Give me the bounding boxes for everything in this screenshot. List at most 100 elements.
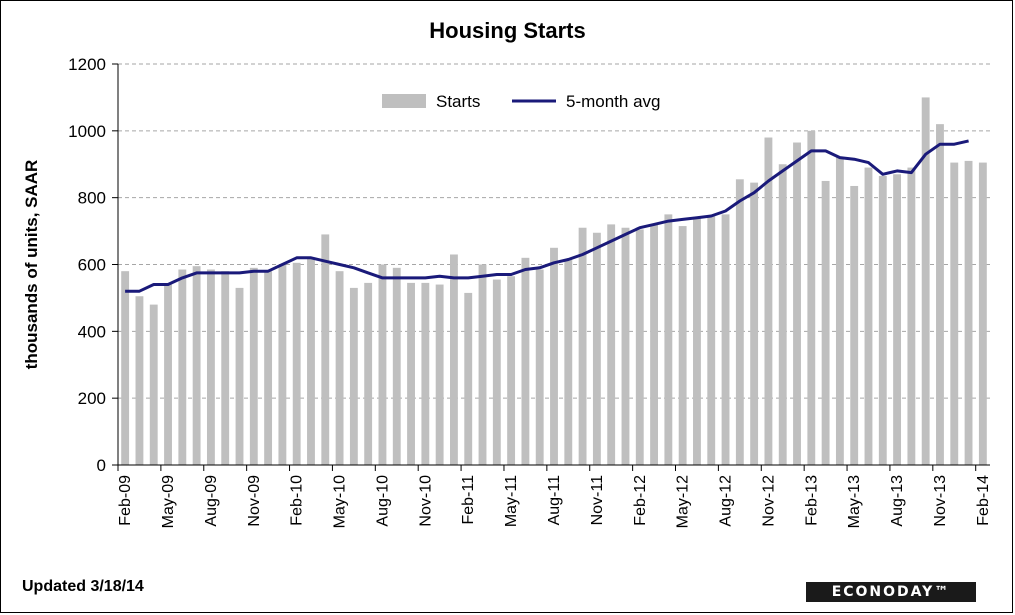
bar-Sep-13 xyxy=(907,167,916,465)
bar-Jan-14 xyxy=(964,160,973,466)
x-tick-label: Nov-11 xyxy=(589,475,606,525)
legend: Starts 5-month avg xyxy=(382,92,661,111)
bar-Dec-11 xyxy=(607,224,616,465)
y-tick-label: 0 xyxy=(97,456,106,475)
bar-Jun-11 xyxy=(521,257,530,465)
bar-Aug-09 xyxy=(206,269,215,465)
bar-May-11 xyxy=(507,276,516,465)
axes xyxy=(112,63,990,471)
x-tick-label: Nov-12 xyxy=(760,475,777,527)
bar-May-12 xyxy=(678,226,687,465)
bar-Apr-10 xyxy=(321,234,330,465)
bar-Aug-11 xyxy=(550,247,558,465)
bar-Oct-11 xyxy=(578,227,587,465)
econoday-logo: ECONODAY™ xyxy=(806,582,976,602)
bar-Nov-12 xyxy=(764,137,773,465)
bar-Sep-10 xyxy=(392,267,401,465)
bar-Aug-10 xyxy=(378,264,387,465)
x-tick-label: May-13 xyxy=(846,475,863,528)
bar-Mar-11 xyxy=(478,264,487,465)
chart-title: Housing Starts xyxy=(429,18,586,43)
bar-Jun-12 xyxy=(693,217,701,465)
x-tick-label: Feb-13 xyxy=(803,475,820,526)
x-tick-label: Aug-11 xyxy=(546,475,563,526)
bar-Jul-12 xyxy=(707,216,716,465)
bar-Jun-13 xyxy=(864,167,873,465)
bar-Jan-12 xyxy=(621,227,630,465)
bar-May-10 xyxy=(335,271,344,465)
x-tick-label: Feb-11 xyxy=(460,475,477,525)
x-tick-label: Aug-10 xyxy=(374,475,391,527)
bar-Feb-12 xyxy=(635,229,644,465)
line-5-month-avg xyxy=(125,139,969,293)
x-tick-labels: Feb-09 May-09 Aug-09 Nov-09 Feb-10 May-10 Aug-… xyxy=(117,475,992,528)
bar-Oct-13 xyxy=(921,97,930,466)
x-tick-label: Nov-10 xyxy=(417,475,434,527)
bar-Jan-11 xyxy=(450,254,458,465)
bar-Jul-13 xyxy=(878,175,887,465)
bar-Sep-09 xyxy=(221,271,230,465)
bar-Apr-13 xyxy=(835,157,844,466)
line-5-month-avg-path xyxy=(125,139,969,293)
x-tick-label: May-09 xyxy=(160,475,177,528)
bar-Dec-12 xyxy=(778,164,787,465)
bar-Mar-10 xyxy=(307,257,315,465)
x-tick-label: Feb-10 xyxy=(289,475,306,526)
x-tick-label: May-10 xyxy=(332,475,349,528)
bar-Apr-12 xyxy=(664,214,673,465)
bar-Oct-09 xyxy=(235,287,244,465)
y-tick-label: 600 xyxy=(78,256,106,275)
legend-label-starts: Starts xyxy=(436,92,480,111)
x-tick-label: Feb-14 xyxy=(975,475,992,526)
updated-note: Updated 3/18/14 xyxy=(22,578,144,595)
bar-Apr-09 xyxy=(149,304,158,465)
y-tick-label: 200 xyxy=(78,389,106,408)
x-tick-label: Aug-09 xyxy=(203,475,220,527)
bar-Mar-09 xyxy=(135,296,144,465)
bar-Apr-11 xyxy=(492,279,501,465)
y-axis-label: thousands of units, SAAR xyxy=(22,160,41,370)
x-tick-label: Feb-12 xyxy=(632,475,649,526)
x-tick-label: May-11 xyxy=(503,475,520,527)
bar-Jul-11 xyxy=(535,269,544,465)
bar-Nov-11 xyxy=(592,232,601,465)
bar-Feb-13 xyxy=(807,130,816,466)
bar-Jan-13 xyxy=(793,142,801,465)
x-tick-label: Aug-12 xyxy=(718,475,735,527)
bar-Aug-12 xyxy=(721,214,730,465)
bar-Aug-13 xyxy=(893,174,902,465)
bar-Dec-09 xyxy=(264,271,273,465)
y-tick-label: 400 xyxy=(78,322,106,341)
bar-Oct-10 xyxy=(407,282,415,465)
bar-Nov-13 xyxy=(936,124,944,466)
bar-Dec-13 xyxy=(950,162,959,465)
bar-Jun-09 xyxy=(178,269,187,465)
legend-label-5-month-avg: 5-month avg xyxy=(566,92,661,111)
bar-Jan-10 xyxy=(278,264,287,465)
y-tick-label: 800 xyxy=(78,189,106,208)
bar-Feb-11 xyxy=(464,292,473,465)
bar-Feb-10 xyxy=(292,262,301,465)
x-tick-label: Aug-13 xyxy=(889,475,906,527)
bar-Nov-10 xyxy=(421,282,430,465)
y-tick-labels: 0 200 400 600 800 1000 1200 xyxy=(68,55,106,475)
bar-Sep-11 xyxy=(564,259,573,465)
bar-Jul-10 xyxy=(364,282,373,465)
x-tick-label: Nov-13 xyxy=(932,475,949,527)
bar-Mar-13 xyxy=(821,180,830,466)
bars-starts xyxy=(121,97,987,466)
x-tick-label: Feb-09 xyxy=(117,475,134,526)
bar-Mar-12 xyxy=(650,224,658,465)
x-tick-label: Nov-09 xyxy=(246,475,263,527)
bar-Sep-12 xyxy=(735,179,744,465)
legend-swatch-starts xyxy=(382,94,426,108)
y-tick-label: 1000 xyxy=(68,122,106,141)
bar-Dec-10 xyxy=(435,284,444,465)
bar-Nov-09 xyxy=(249,267,258,465)
bar-May-09 xyxy=(164,284,172,465)
bar-Oct-12 xyxy=(750,182,759,466)
bar-May-13 xyxy=(850,185,859,466)
bar-Feb-09 xyxy=(121,271,130,465)
